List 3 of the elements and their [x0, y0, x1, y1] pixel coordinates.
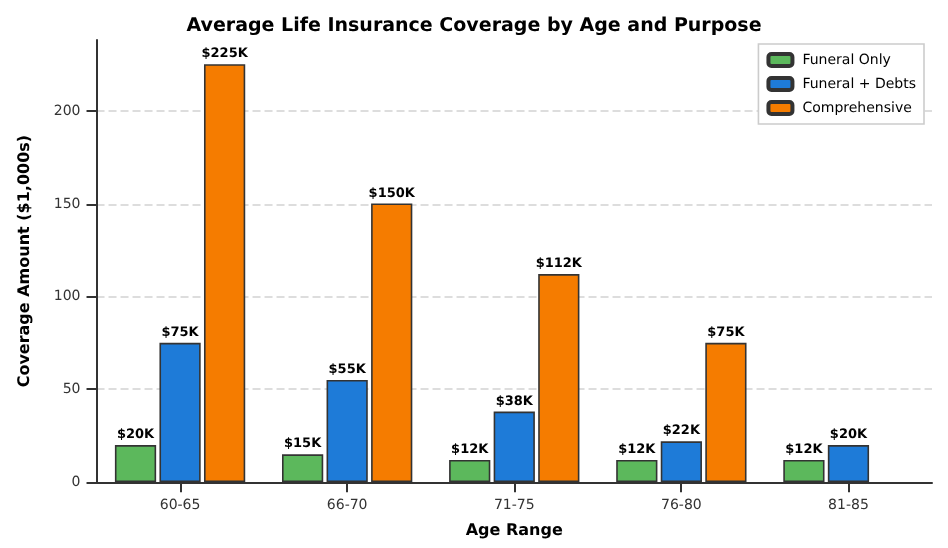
x-axis-title: Age Range	[465, 521, 564, 539]
y-axis-title: Coverage Amount ($1,000s)	[15, 134, 33, 388]
chart-title: Average Life Insurance Coverage by Age and Purpose	[186, 15, 762, 37]
